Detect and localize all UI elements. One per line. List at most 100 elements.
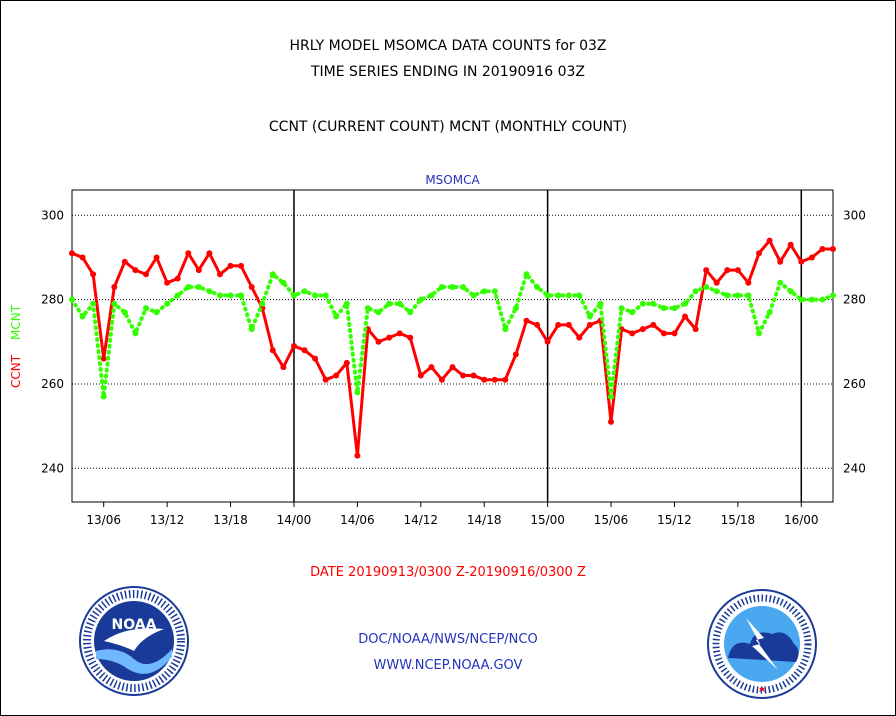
series-ccnt-point-23	[312, 355, 319, 362]
series-mcnt-point-49	[586, 313, 593, 320]
series-mcnt-point-25	[333, 313, 340, 320]
series-mcnt-point-61	[713, 288, 720, 295]
y-tick-label-left-260: 260	[41, 377, 64, 391]
series-mcnt-point-69	[798, 296, 805, 303]
x-tick-label-48: 15/00	[530, 513, 565, 527]
x-tick-label-60: 15/12	[657, 513, 692, 527]
series-mcnt-point-16	[238, 292, 245, 299]
series-mcnt-point-19	[269, 271, 276, 278]
series-ccnt-point-22	[301, 347, 308, 354]
series-ccnt-point-0	[69, 250, 75, 257]
series-mcnt-point-41	[502, 326, 509, 333]
series-mcnt-point-37	[460, 284, 467, 290]
series-ccnt-point-58	[682, 313, 688, 320]
series-ccnt-point-8	[153, 254, 160, 261]
series-mcnt-point-14	[217, 292, 223, 299]
series-mcnt-point-2	[90, 300, 97, 307]
series-ccnt-point-71	[819, 246, 826, 252]
series-ccnt-point-62	[724, 267, 731, 274]
series-ccnt-point-12	[195, 267, 202, 274]
series-ccnt-point-11	[185, 250, 192, 257]
series-mcnt-point-27	[354, 389, 361, 396]
y-tick-label-right-240: 240	[843, 461, 866, 475]
series-mcnt-point-48	[576, 292, 583, 299]
series-ccnt-point-9	[164, 279, 171, 286]
series-ccnt-point-72	[830, 246, 836, 252]
series-ccnt-point-56	[660, 330, 667, 337]
series-mcnt-point-62	[724, 292, 731, 299]
series-ccnt-point-61	[713, 279, 720, 286]
series-mcnt-point-6	[132, 330, 139, 337]
series-ccnt-point-33	[417, 372, 424, 379]
series-mcnt-point-0	[69, 296, 75, 303]
x-tick-label-18: 13/18	[213, 513, 248, 527]
series-line-ccnt	[70, 239, 835, 458]
series-ccnt-point-59	[692, 326, 699, 333]
chart-title-line-1: HRLY MODEL MSOMCA DATA COUNTS for 03Z	[289, 38, 607, 54]
series-ccnt-point-31	[396, 330, 403, 337]
series-ccnt-point-4	[111, 284, 118, 290]
series-mcnt-point-13	[206, 288, 213, 295]
series-mcnt-point-66	[766, 309, 773, 316]
series-ccnt-point-46	[555, 321, 562, 328]
y-tick-label-left-280: 280	[41, 293, 64, 307]
series-mcnt-point-7	[143, 305, 149, 312]
series-ccnt-point-57	[671, 330, 678, 337]
series-ccnt-point-68	[787, 241, 794, 248]
series-ccnt-point-63	[734, 267, 741, 274]
series-ccnt-point-19	[269, 347, 276, 354]
series-mcnt-point-58	[682, 300, 688, 307]
date-range-label: DATE 20190913/0300 Z-20190916/0300 Z	[310, 565, 586, 580]
series-mcnt-point-32	[407, 309, 414, 316]
series-ccnt-point-35	[438, 376, 445, 383]
y-tick-label-right-260: 260	[843, 377, 866, 391]
series-mcnt-point-59	[692, 288, 699, 295]
series-ccnt-point-26	[343, 359, 350, 366]
series-mcnt-point-30	[386, 300, 393, 307]
y-tick-label-right-300: 300	[843, 208, 866, 222]
series-mcnt-point-5	[121, 309, 128, 316]
x-tick-label-36: 14/12	[403, 513, 438, 527]
y-tick-label-right-280: 280	[843, 293, 866, 307]
series-ccnt-point-67	[777, 258, 784, 265]
series-ccnt-point-41	[502, 376, 509, 383]
plot-title: MSOMCA	[425, 173, 480, 187]
series-ccnt-point-40	[491, 376, 498, 383]
series-ccnt-point-30	[386, 334, 393, 341]
series-ccnt-point-10	[174, 275, 181, 282]
series-ccnt-point-38	[470, 372, 477, 379]
series-mcnt-point-31	[396, 300, 403, 307]
series-ccnt-point-20	[280, 364, 287, 371]
series-ccnt-point-47	[565, 321, 572, 328]
series-ccnt-point-39	[481, 376, 488, 383]
series-mcnt-point-26	[343, 300, 350, 307]
series-ccnt-point-5	[121, 258, 128, 265]
series-ccnt-point-32	[407, 334, 414, 341]
series-mcnt-point-35	[438, 284, 445, 290]
series-mcnt-point-43	[523, 271, 530, 278]
series-mcnt-point-34	[428, 292, 435, 299]
series-mcnt-point-67	[777, 279, 784, 286]
series-mcnt-point-21	[291, 292, 297, 299]
series-mcnt-point-3	[100, 393, 107, 400]
series-ccnt-point-44	[534, 321, 541, 328]
series-ccnt-point-42	[512, 351, 519, 358]
series-ccnt-point-2	[90, 271, 97, 278]
series-ccnt-point-1	[79, 254, 86, 261]
y-tick-label-left-240: 240	[41, 461, 64, 475]
series-ccnt-point-15	[227, 262, 234, 269]
series-mcnt-point-18	[259, 300, 266, 307]
series-mcnt-point-55	[650, 300, 657, 307]
series-mcnt-point-70	[808, 296, 815, 303]
series-ccnt-point-21	[291, 343, 297, 349]
y-axis-label-ccnt: CCNT	[9, 354, 23, 388]
series-mcnt-point-42	[512, 305, 519, 312]
series-ccnt-point-29	[375, 338, 382, 345]
series-mcnt-point-63	[734, 292, 741, 299]
series-ccnt-point-60	[703, 267, 710, 274]
series-ccnt-point-3	[100, 355, 107, 362]
series-ccnt-point-66	[766, 237, 773, 244]
series-mcnt-point-22	[301, 288, 308, 295]
series-mcnt-point-29	[375, 309, 382, 316]
x-tick-label-30: 14/06	[340, 513, 375, 527]
